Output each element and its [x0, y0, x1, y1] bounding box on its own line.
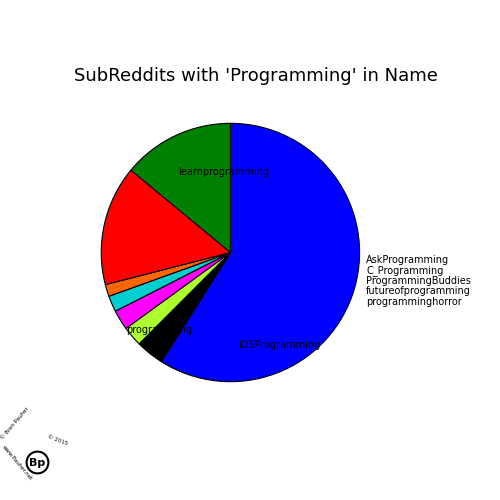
Wedge shape	[161, 124, 360, 382]
Text: ProgrammingBuddies: ProgrammingBuddies	[366, 276, 471, 286]
Text: © 2015: © 2015	[46, 434, 68, 446]
Text: © Bren Pauher: © Bren Pauher	[0, 406, 30, 441]
Text: futureofprogramming: futureofprogramming	[366, 286, 471, 296]
Text: iOSProgramming: iOSProgramming	[238, 340, 320, 350]
Text: programminghorror: programminghorror	[366, 296, 462, 306]
Wedge shape	[106, 252, 230, 296]
Text: learnprogramming: learnprogramming	[178, 168, 270, 177]
Text: C_Programming: C_Programming	[366, 265, 444, 276]
Title: SubReddits with 'Programming' in Name: SubReddits with 'Programming' in Name	[74, 67, 438, 85]
Wedge shape	[116, 252, 230, 328]
Text: Bp: Bp	[30, 458, 46, 468]
Text: www.Pauher.net: www.Pauher.net	[2, 444, 34, 481]
Wedge shape	[131, 124, 230, 252]
Wedge shape	[126, 252, 230, 344]
Text: AskProgramming: AskProgramming	[366, 256, 449, 265]
Text: programming: programming	[126, 325, 192, 335]
Wedge shape	[139, 252, 230, 362]
Wedge shape	[102, 170, 230, 284]
Wedge shape	[109, 252, 230, 311]
